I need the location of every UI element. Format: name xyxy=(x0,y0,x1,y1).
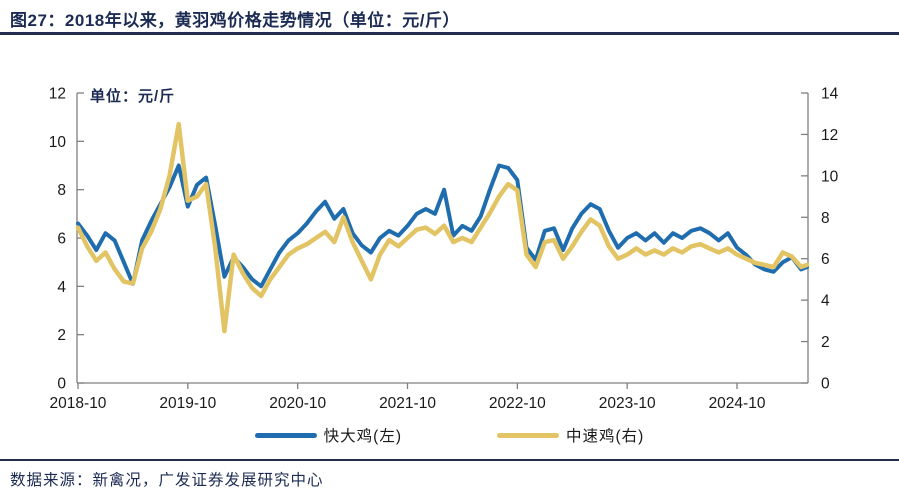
right-axis-tick-label: 4 xyxy=(821,293,830,310)
x-axis-tick-label: 2018-10 xyxy=(50,395,107,412)
x-axis-tick-label: 2019-10 xyxy=(159,395,216,412)
x-axis-tick-label: 2023-10 xyxy=(599,395,656,412)
right-axis-tick-label: 2 xyxy=(821,334,830,351)
series-line-0 xyxy=(76,163,809,289)
footer-divider xyxy=(0,459,899,461)
data-source-text: 数据来源：新禽况，广发证券发展研究中心 xyxy=(10,472,324,489)
left-axis-tick-label: 8 xyxy=(57,182,66,199)
left-axis-tick-label: 6 xyxy=(57,231,66,248)
legend-label-fast-chicken: 快大鸡(左) xyxy=(323,428,402,445)
right-axis-tick-label: 8 xyxy=(821,210,830,227)
axis-unit-label: 单位：元/斤 xyxy=(90,88,176,105)
right-axis-tick-label: 6 xyxy=(821,251,830,268)
left-axis-tick-label: 2 xyxy=(57,327,66,344)
left-axis-tick-label: 0 xyxy=(57,376,66,393)
left-axis-tick-label: 4 xyxy=(57,279,66,296)
x-axis-tick-label: 2024-10 xyxy=(709,395,766,412)
series-line-1 xyxy=(75,121,810,334)
right-axis-tick-label: 14 xyxy=(821,86,839,103)
chart-legend: 快大鸡(左) 中速鸡(右) xyxy=(0,424,899,446)
left-axis-tick-label: 12 xyxy=(49,86,66,103)
figure-title: 图27：2018年以来，黄羽鸡价格走势情况（单位：元/斤） xyxy=(10,11,460,30)
x-axis-tick-label: 2020-10 xyxy=(269,395,326,412)
legend-item-fast-chicken: 快大鸡(左) xyxy=(254,424,402,446)
left-axis-tick-label: 10 xyxy=(49,134,67,151)
right-axis-tick-label: 0 xyxy=(821,376,830,393)
x-axis-tick-label: 2022-10 xyxy=(489,395,546,412)
right-axis-tick-label: 12 xyxy=(821,127,838,144)
legend-label-medium-chicken: 中速鸡(右) xyxy=(566,428,645,445)
blue-line-swatch-icon xyxy=(254,432,317,438)
x-axis-tick-label: 2021-10 xyxy=(379,395,436,412)
legend-item-medium-chicken: 中速鸡(右) xyxy=(497,424,644,446)
chart-canvas: 0 2 4 6 8 10 12 0 2 4 6 8 10 12 14 2018-10 2019-10 2020-1… xyxy=(49,86,839,413)
right-axis-tick-label: 10 xyxy=(821,168,839,185)
title-divider xyxy=(0,32,899,35)
yellow-line-swatch-icon xyxy=(497,432,559,438)
